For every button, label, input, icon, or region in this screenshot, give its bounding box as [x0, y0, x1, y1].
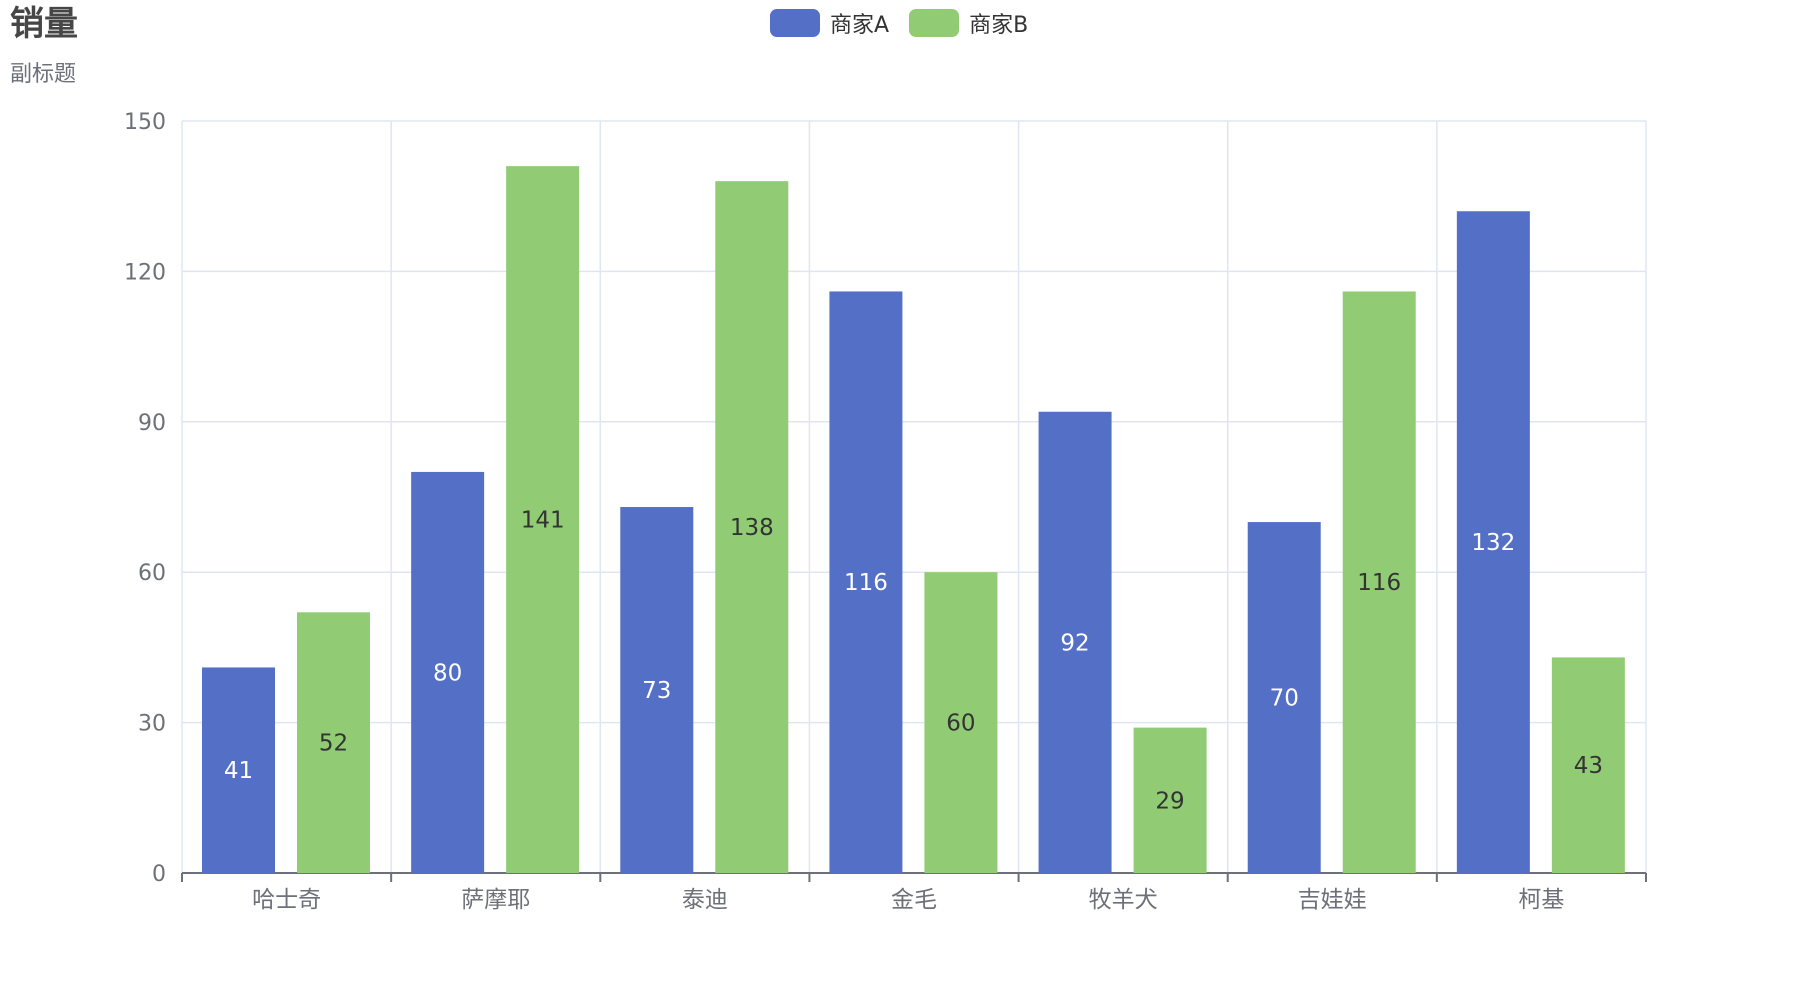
legend-swatch-series-a — [770, 9, 820, 37]
x-tick-label: 金毛 — [891, 887, 937, 913]
y-tick-label: 30 — [138, 712, 166, 737]
bar-value-label: 60 — [946, 711, 975, 737]
bar — [924, 572, 998, 873]
bar — [1456, 211, 1530, 874]
legend-item-series-b[interactable]: 商家B — [909, 7, 1028, 39]
y-tick-label: 0 — [152, 862, 166, 887]
bar-value-label: 80 — [433, 660, 462, 686]
bar — [1342, 291, 1416, 873]
legend-label-series-b: 商家B — [969, 13, 1029, 38]
y-tick-label: 150 — [124, 110, 166, 135]
x-tick-label: 牧羊犬 — [1089, 887, 1158, 913]
bar — [829, 291, 903, 873]
x-tick-label: 哈士奇 — [252, 887, 321, 913]
bar-value-label: 116 — [1357, 570, 1401, 596]
bar-value-label: 132 — [1471, 530, 1515, 556]
bar-value-label: 70 — [1270, 686, 1299, 712]
bar — [506, 166, 580, 873]
bar-value-label: 138 — [730, 515, 774, 541]
bar-value-label: 41 — [224, 758, 253, 784]
bar — [411, 471, 485, 873]
bar — [1038, 411, 1112, 873]
bar-value-label: 92 — [1060, 630, 1089, 656]
x-tick-label: 吉娃娃 — [1298, 887, 1367, 913]
chart-subtitle: 副标题 — [10, 62, 77, 87]
y-tick-label: 90 — [138, 411, 166, 436]
bar — [1247, 522, 1321, 873]
bar-value-label: 141 — [521, 508, 565, 534]
bar-value-label: 43 — [1574, 753, 1603, 779]
x-tick-label: 萨摩耶 — [461, 887, 530, 913]
bar — [297, 612, 370, 873]
legend-item-series-a[interactable]: 商家A — [770, 7, 889, 39]
bar-value-label: 52 — [319, 731, 348, 757]
legend: 商家A 商家B — [770, 6, 1048, 40]
chart-title: 销量 — [10, 4, 78, 44]
bar — [715, 181, 789, 873]
bar — [620, 507, 694, 873]
y-tick-label: 120 — [124, 260, 166, 285]
x-tick-label: 柯基 — [1518, 887, 1564, 913]
y-tick-label: 60 — [138, 561, 166, 586]
legend-label-series-a: 商家A — [830, 13, 890, 38]
x-tick-label: 泰迪 — [682, 887, 728, 913]
bar — [1133, 727, 1207, 873]
bar — [1551, 657, 1625, 873]
bar-value-label: 73 — [642, 678, 671, 704]
bar — [202, 667, 275, 873]
bar-value-label: 116 — [844, 570, 888, 596]
legend-swatch-series-b — [909, 9, 960, 37]
bar-value-label: 29 — [1155, 788, 1184, 814]
